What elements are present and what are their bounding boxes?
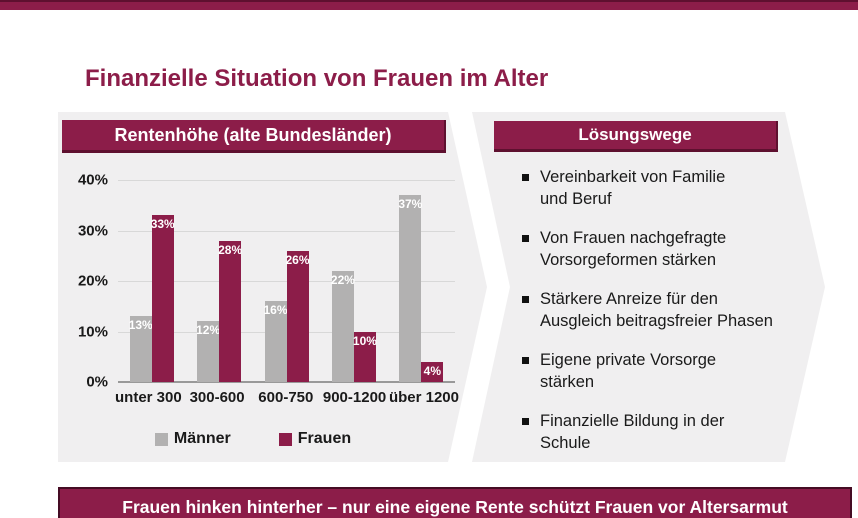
solutions-list: Vereinbarkeit von Familie und Beruf Von F… xyxy=(522,166,818,471)
solution-text: Finanzielle Bildung in der Schule xyxy=(540,412,725,452)
legend-label: Frauen xyxy=(297,430,352,447)
bar-männer-900-1200: 22% xyxy=(330,270,355,382)
solution-item: Vereinbarkeit von Familie und Beruf xyxy=(522,166,818,210)
chart-panel: 13% 33% 12% 28% 16% 26% 22% 10% 37% 4% xyxy=(58,112,487,462)
bar-value-label: 28% xyxy=(218,242,243,257)
x-axis: unter 300 300-600 600-750 900-1200 über 1200 xyxy=(114,389,459,406)
bar-frauen-300-600: 28% xyxy=(218,240,243,382)
gridline xyxy=(118,180,455,181)
bar-frauen-600-750: 26% xyxy=(285,250,310,382)
bar-group: 16% 26% xyxy=(253,180,320,382)
solution-text: Vereinbarkeit von Familie und Beruf xyxy=(540,168,726,208)
bar-value-label: 33% xyxy=(150,217,175,232)
solutions-panel xyxy=(472,112,825,462)
bottom-banner: Frauen hinken hinterher – nur eine eigen… xyxy=(58,487,852,518)
legend-item-frauen: Frauen xyxy=(278,430,352,448)
bar-value-label: 10% xyxy=(352,333,377,348)
solution-text: Von Frauen nachgefragte Vorsorgeformen s… xyxy=(540,229,727,269)
x-axis-label: unter 300 xyxy=(115,389,182,406)
y-tick-label: 30% xyxy=(77,222,108,239)
bar-group: 12% 28% xyxy=(185,180,252,382)
bar-frauen-über-1200: 4% xyxy=(421,361,444,382)
legend-swatch-icon xyxy=(154,432,168,446)
bar-group: 22% 10% xyxy=(320,180,387,382)
y-tick-label: 0% xyxy=(86,373,108,391)
y-tick-label: 20% xyxy=(77,272,108,290)
bullet-square-icon xyxy=(522,174,529,181)
solution-item: Von Frauen nachgefragte Vorsorgeformen s… xyxy=(522,227,818,271)
bar-value-label: 4% xyxy=(423,363,441,378)
bar-value-label: 26% xyxy=(285,252,310,267)
bar-value-label: 13% xyxy=(128,318,153,333)
bar-group: 13% 33% xyxy=(118,180,185,382)
legend-item-männer: Männer xyxy=(154,430,231,448)
solution-text: Stärkere Anreize für den Ausgleich beitr… xyxy=(540,290,773,330)
bar-männer-über-1200: 37% xyxy=(398,195,423,382)
bar-value-label: 16% xyxy=(263,303,288,318)
bar-value-label: 12% xyxy=(196,323,221,338)
bar-groups: 13% 33% 12% 28% 16% 26% 22% 10% 37% 4% xyxy=(118,180,455,382)
gridline xyxy=(118,230,455,232)
bar-value-label: 37% xyxy=(398,197,423,212)
chart-title-bar: Rentenhöhe (alte Bundesländer) xyxy=(62,120,446,153)
x-axis-label: 600-750 xyxy=(258,389,314,406)
gridline xyxy=(118,381,455,383)
x-axis-label: über 1200 xyxy=(388,389,459,406)
y-tick-label: 10% xyxy=(77,323,108,340)
x-axis-label: 900-1200 xyxy=(322,389,387,406)
y-tick-label: 40% xyxy=(77,171,108,189)
gridline xyxy=(118,281,455,282)
solution-item: Finanzielle Bildung in der Schule xyxy=(522,410,818,454)
bar-frauen-900-1200: 10% xyxy=(352,331,377,382)
top-accent-bar xyxy=(0,0,858,10)
solution-text: Eigene private Vorsorge stärken xyxy=(540,351,717,391)
solution-item: Stärkere Anreize für den Ausgleich beitr… xyxy=(522,288,818,332)
solution-item: Eigene private Vorsorge stärken xyxy=(522,349,818,393)
y-axis: 40% 30% 20% 10% 0% xyxy=(56,172,108,391)
bullet-square-icon xyxy=(522,418,529,425)
legend-swatch-icon xyxy=(278,432,292,446)
page-title: Finanzielle Situation von Frauen im Alte… xyxy=(85,65,549,93)
bar-frauen-unter-300: 33% xyxy=(150,215,175,382)
bar-value-label: 22% xyxy=(330,272,355,287)
bar-männer-600-750: 16% xyxy=(263,301,288,382)
solutions-header: Lösungswege xyxy=(494,121,778,152)
bullet-square-icon xyxy=(522,235,529,242)
bullet-square-icon xyxy=(522,357,529,364)
bar-group: 37% 4% xyxy=(388,180,455,382)
legend-label: Männer xyxy=(173,430,231,447)
bar-männer-unter-300: 13% xyxy=(128,316,153,382)
bullet-square-icon xyxy=(522,296,529,303)
chart-legend: Männer Frauen xyxy=(58,430,448,448)
x-axis-label: 300-600 xyxy=(189,389,245,406)
bar-männer-300-600: 12% xyxy=(196,321,221,382)
